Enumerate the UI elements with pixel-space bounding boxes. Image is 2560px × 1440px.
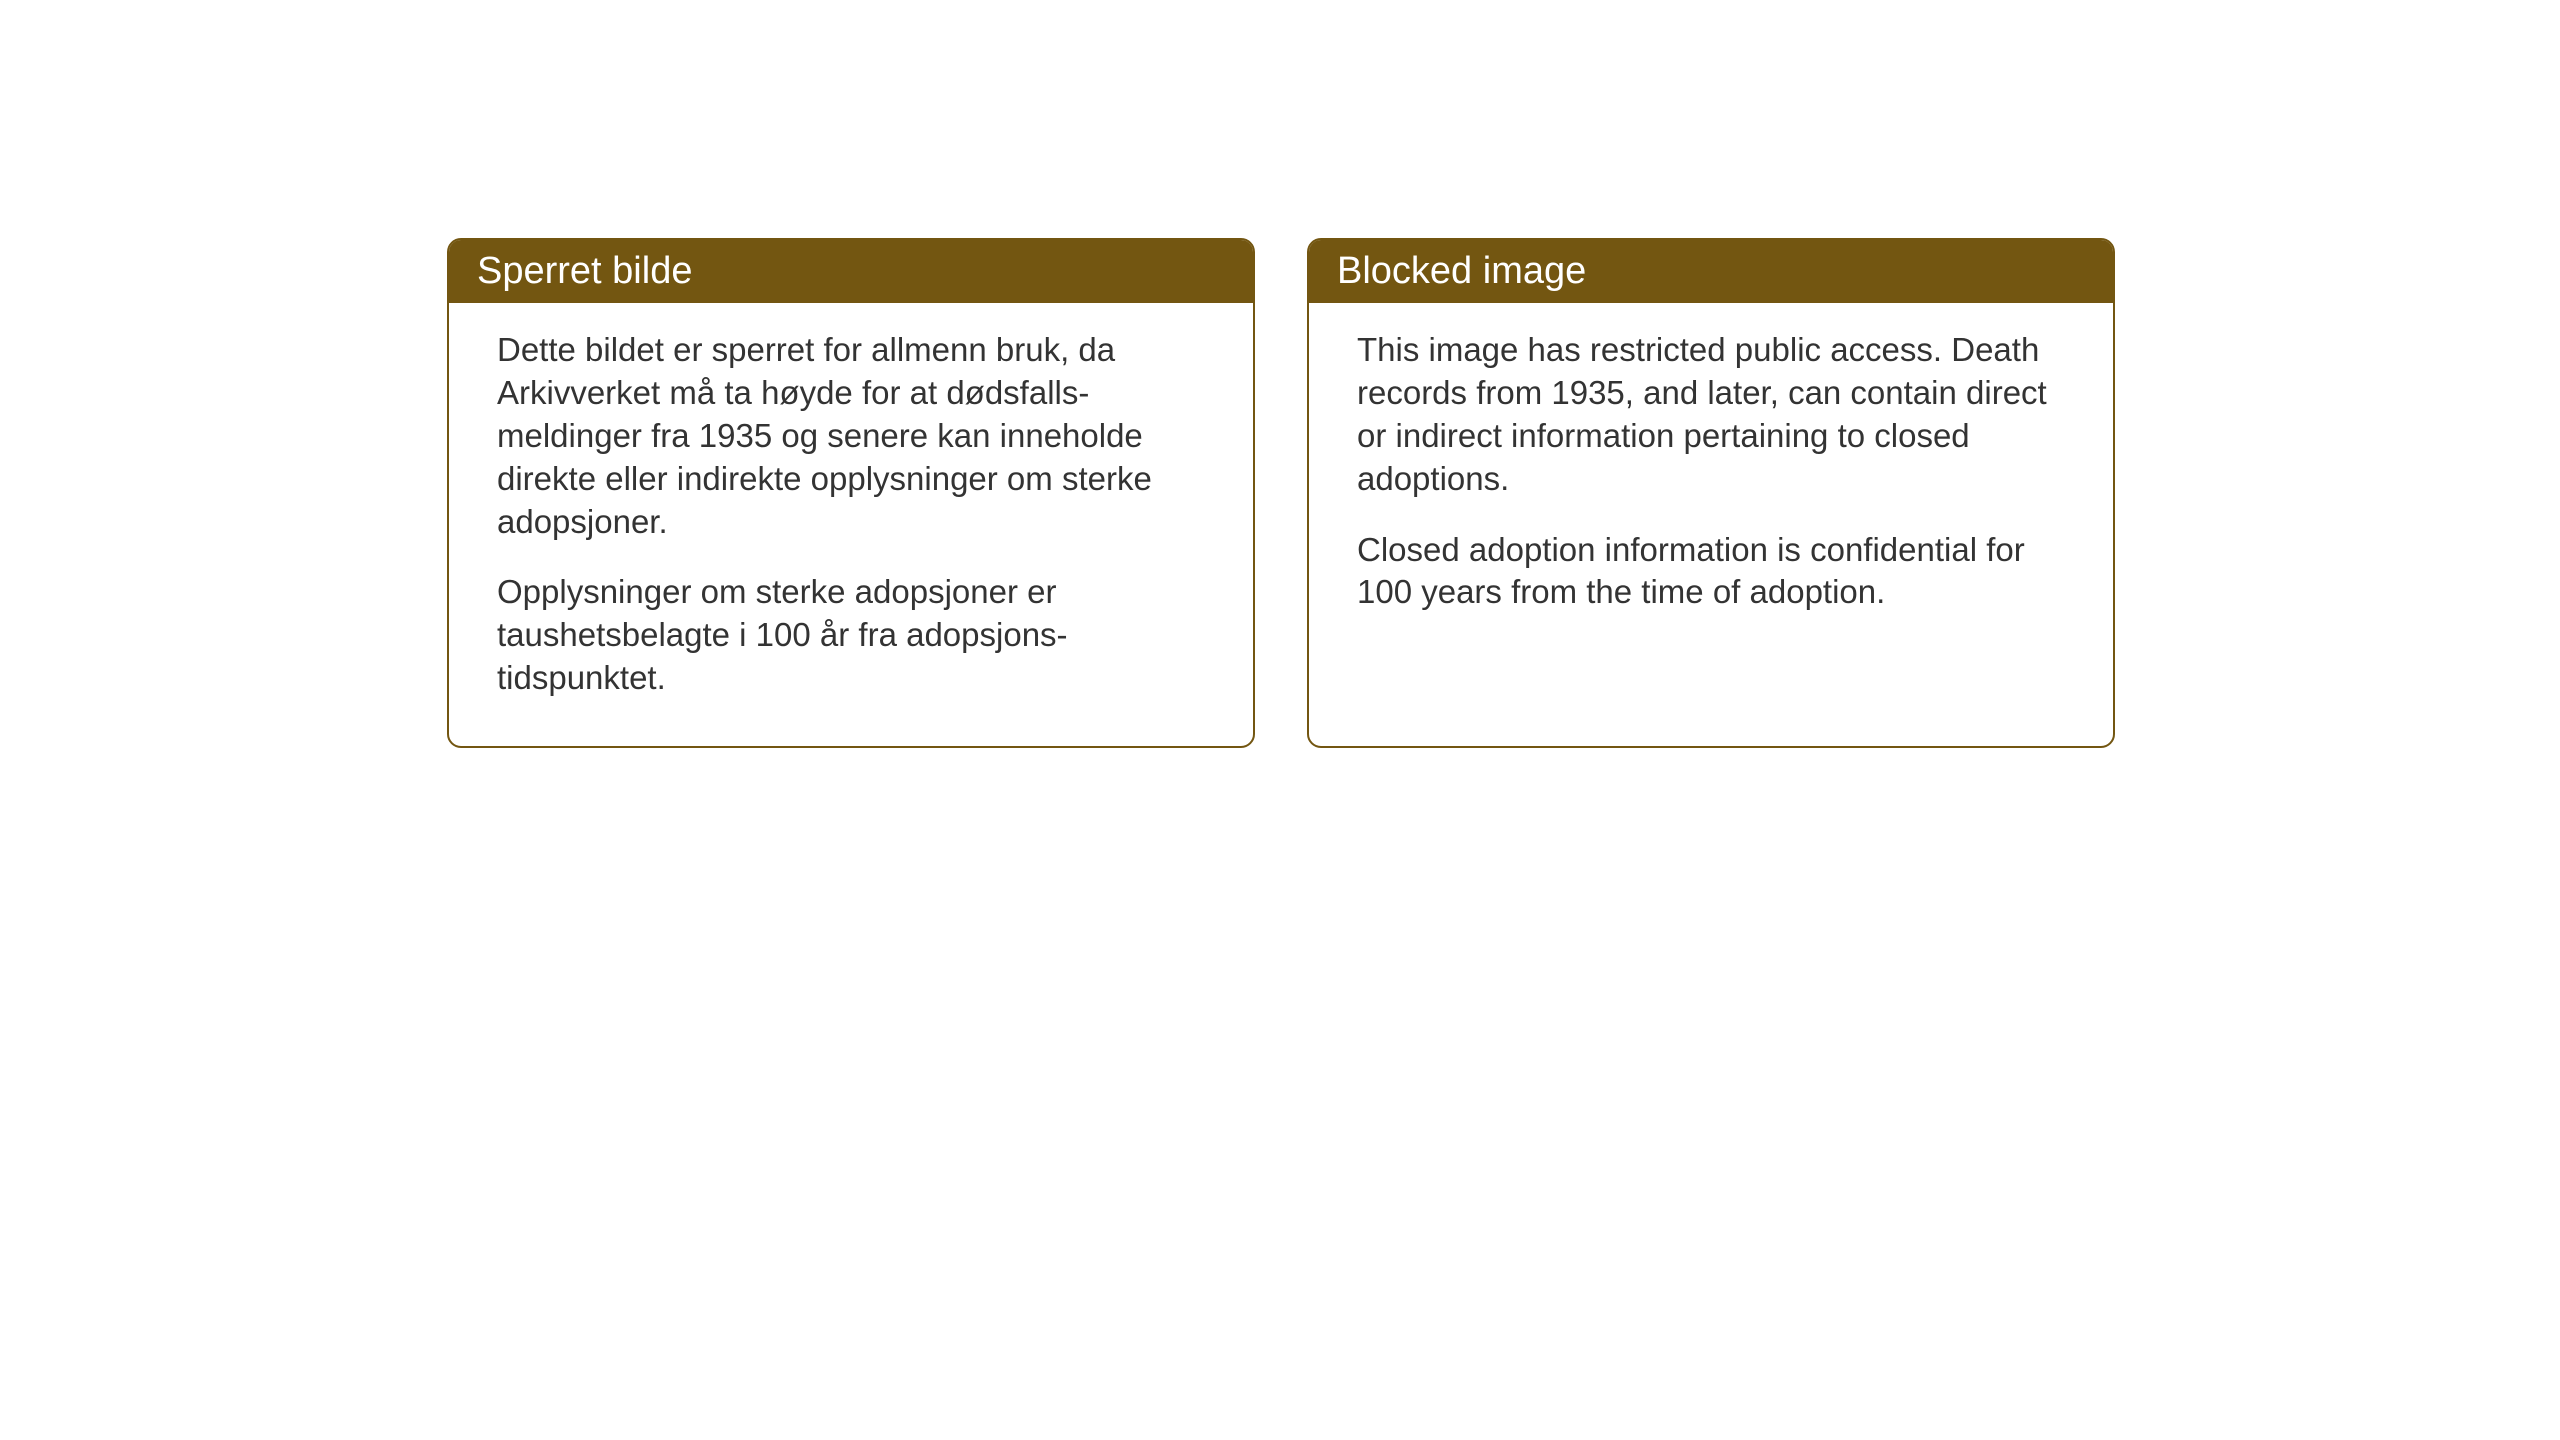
notice-cards-container: Sperret bilde Dette bildet er sperret fo… bbox=[447, 238, 2115, 748]
blocked-image-card-norwegian: Sperret bilde Dette bildet er sperret fo… bbox=[447, 238, 1255, 748]
card-paragraph-2-norwegian: Opplysninger om sterke adopsjoner er tau… bbox=[497, 571, 1211, 700]
card-paragraph-1-english: This image has restricted public access.… bbox=[1357, 329, 2071, 501]
card-paragraph-2-english: Closed adoption information is confident… bbox=[1357, 529, 2071, 615]
card-header-norwegian: Sperret bilde bbox=[449, 240, 1253, 303]
card-body-english: This image has restricted public access.… bbox=[1309, 303, 2113, 656]
blocked-image-card-english: Blocked image This image has restricted … bbox=[1307, 238, 2115, 748]
card-paragraph-1-norwegian: Dette bildet er sperret for allmenn bruk… bbox=[497, 329, 1211, 543]
card-body-norwegian: Dette bildet er sperret for allmenn bruk… bbox=[449, 303, 1253, 742]
card-header-english: Blocked image bbox=[1309, 240, 2113, 303]
